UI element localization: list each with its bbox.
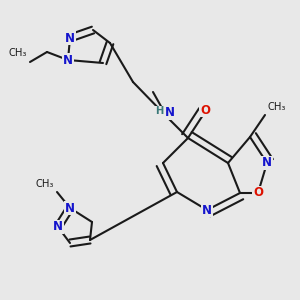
- Text: N: N: [53, 220, 63, 233]
- Text: N: N: [202, 203, 212, 217]
- Text: N: N: [63, 53, 73, 67]
- Text: H: H: [155, 106, 163, 116]
- Text: N: N: [65, 32, 75, 44]
- Text: O: O: [200, 103, 210, 116]
- Text: CH₃: CH₃: [268, 102, 286, 112]
- Text: N: N: [262, 157, 272, 169]
- Text: CH₃: CH₃: [9, 48, 27, 58]
- Text: N: N: [65, 202, 75, 214]
- Text: CH₃: CH₃: [36, 179, 54, 189]
- Text: N: N: [165, 106, 175, 119]
- Text: O: O: [253, 187, 263, 200]
